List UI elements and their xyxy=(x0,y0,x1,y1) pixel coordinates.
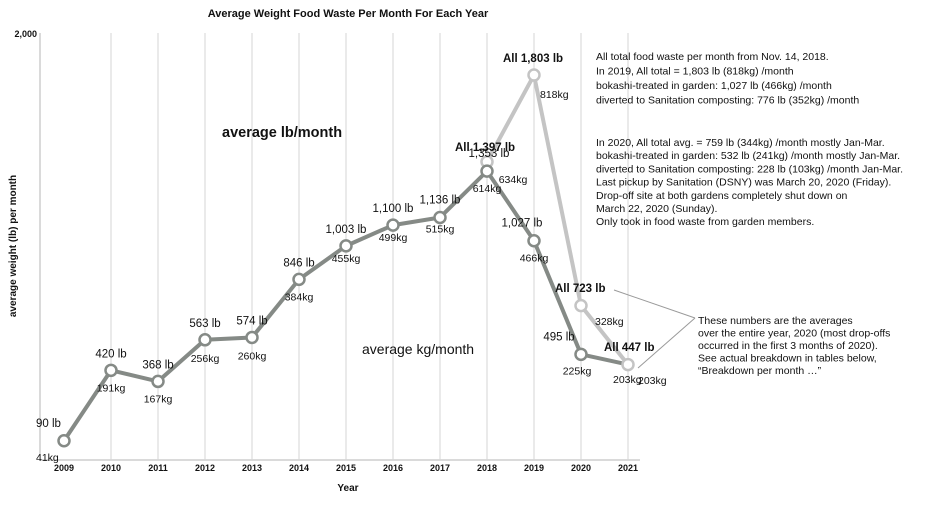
y-tick-label-2000: 2,000 xyxy=(14,29,37,39)
label-kg-2016: 499kg xyxy=(379,232,408,244)
label-all-kg-2018: 634kg xyxy=(499,174,528,186)
label-kg-2021: 203kg xyxy=(613,374,642,386)
note-2020-line-2: diverted to Sanitation composting: 228 l… xyxy=(596,163,903,175)
note-averages-line-3: See actual breakdown in tables below, xyxy=(698,353,877,365)
label-all-kg-2020: 328kg xyxy=(595,316,624,328)
label-all-kg-2019: 818kg xyxy=(540,89,569,101)
x-tick-2019: 2019 xyxy=(524,463,544,473)
series-points xyxy=(57,68,635,448)
callout-line-447 xyxy=(637,317,696,369)
point-main-2020 xyxy=(574,347,588,362)
label-lb-2017: 1,136 lb xyxy=(420,194,461,206)
point-main-2010 xyxy=(104,363,118,378)
label-kg-2017: 515kg xyxy=(426,223,455,235)
note-2020-line-0: In 2020, All total avg. = 759 lb (344kg)… xyxy=(596,137,885,149)
point-main-2021 xyxy=(621,357,635,372)
label-lb-2010: 420 lb xyxy=(95,348,126,360)
label-lb-2016: 1,100 lb xyxy=(373,203,414,215)
note-2019-line-1: In 2019, All total = 1,803 lb (818kg) /m… xyxy=(596,66,794,78)
point-main-2015 xyxy=(339,239,353,253)
x-tick-2010: 2010 xyxy=(101,463,121,473)
callout-line-723 xyxy=(613,289,696,319)
label-all-kg-2021: 203kg xyxy=(638,375,667,387)
gridlines xyxy=(110,33,629,460)
note-2020-line-4: Drop-off site at both gardens completely… xyxy=(596,190,848,202)
label-lb-2015: 1,003 lb xyxy=(326,224,367,236)
x-tick-2013: 2013 xyxy=(242,463,262,473)
label-kg-2012: 256kg xyxy=(191,353,220,365)
label-kg-2015: 455kg xyxy=(332,253,361,265)
note-averages-line-2: occurred in the first 3 months of 2020). xyxy=(698,340,878,352)
x-tick-2009: 2009 xyxy=(54,463,74,473)
label-lb-2020: 495 lb xyxy=(543,331,574,343)
label-kg-2009: 41kg xyxy=(36,452,59,464)
label-lb-2019: 1,027 lb xyxy=(502,218,543,230)
label-kg-2019: 466kg xyxy=(520,253,549,265)
point-main-2013 xyxy=(245,330,259,345)
series-line-all xyxy=(485,73,630,366)
x-tick-2018: 2018 xyxy=(477,463,497,473)
label-lb-2013: 574 lb xyxy=(236,315,267,327)
x-tick-labels: 2009 2010 2011 2012 2013 2014 2015 2016 2017 2018… xyxy=(54,463,638,473)
note-averages-line-4: “Breakdown per month …” xyxy=(698,365,822,377)
x-tick-2014: 2014 xyxy=(289,463,309,473)
label-all-lb-2019: All 1,803 lb xyxy=(503,53,563,65)
x-axis-title: Year xyxy=(337,483,358,494)
series-label-lb: average lb/month xyxy=(222,125,342,141)
note-averages-line-0: These numbers are the averages xyxy=(698,315,853,327)
x-tick-2011: 2011 xyxy=(148,463,168,473)
label-lb-2009: 90 lb xyxy=(36,418,61,430)
note-2020-line-6: Only took in food waste from garden memb… xyxy=(596,216,814,228)
point-all-2020 xyxy=(574,298,588,313)
chart-title: Average Weight Food Waste Per Month For … xyxy=(208,8,489,20)
note-2020-line-5: March 22, 2020 (Sunday). xyxy=(596,203,717,215)
x-tick-2017: 2017 xyxy=(430,463,450,473)
label-kg-2011: 167kg xyxy=(144,393,173,405)
note-2019-line-2: bokashi-treated in garden: 1,027 lb (466… xyxy=(596,80,832,92)
point-main-2017 xyxy=(433,210,447,225)
label-lb-2014: 846 lb xyxy=(283,257,314,269)
point-all-2019 xyxy=(527,68,541,82)
x-tick-2015: 2015 xyxy=(336,463,356,473)
x-tick-2012: 2012 xyxy=(195,463,215,473)
point-main-2014 xyxy=(292,272,306,287)
label-kg-2014: 384kg xyxy=(285,291,314,303)
note-2020-line-1: bokashi-treated in garden: 532 lb (241kg… xyxy=(596,150,900,162)
label-all-lb-2018: All 1,397 lb xyxy=(455,142,515,154)
point-main-2009 xyxy=(57,434,71,448)
label-kg-2018: 614kg xyxy=(473,183,502,195)
point-main-2018 xyxy=(480,164,494,178)
annotation-notes: All total food waste per month from Nov.… xyxy=(596,51,903,377)
note-2020-line-3: Last pickup by Sanitation (DSNY) was Mar… xyxy=(596,177,891,189)
note-2019-line-0: All total food waste per month from Nov.… xyxy=(596,51,829,63)
note-2019-line-3: diverted to Sanitation composting: 776 l… xyxy=(596,95,859,107)
y-axis-title: average weight (lb) per month xyxy=(8,175,19,317)
label-lb-2018: 1,353 lb xyxy=(469,148,510,160)
label-kg-2020: 225kg xyxy=(563,365,592,377)
label-lb-2021: All 447 lb xyxy=(604,342,655,354)
label-kg-2013: 260kg xyxy=(238,350,267,362)
x-tick-2020: 2020 xyxy=(571,463,591,473)
label-all-lb-2020: All 723 lb xyxy=(555,283,606,295)
label-lb-2011: 368 lb xyxy=(142,359,173,371)
point-main-2012 xyxy=(198,333,212,347)
label-lb-2012: 563 lb xyxy=(189,318,220,330)
x-tick-2016: 2016 xyxy=(383,463,403,473)
label-kg-2010: 191kg xyxy=(97,382,126,394)
note-averages-line-1: over the entire year, 2020 (most drop-of… xyxy=(698,328,890,340)
point-main-2019 xyxy=(527,233,541,248)
data-labels: 90 lb 41kg 420 lb 191kg 368 lb 167kg 563 lb 256… xyxy=(36,53,667,464)
point-main-2016 xyxy=(386,218,400,232)
x-tick-2021: 2021 xyxy=(618,463,638,473)
point-main-2011 xyxy=(151,374,165,389)
series-label-kg: average kg/month xyxy=(362,341,474,357)
